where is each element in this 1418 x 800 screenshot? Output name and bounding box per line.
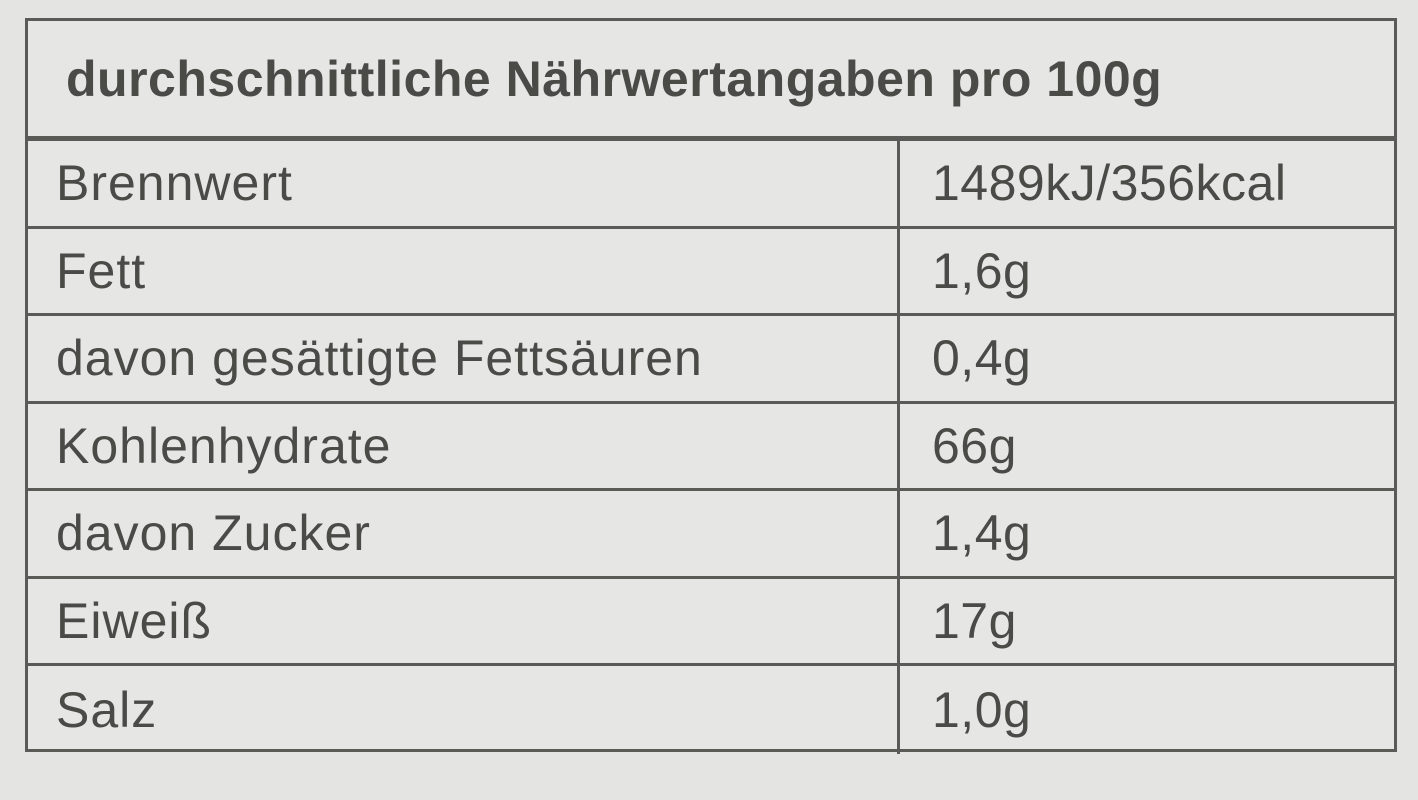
table-row: Salz 1,0g bbox=[28, 666, 1394, 754]
nutrient-value: 1,0g bbox=[932, 681, 1032, 738]
table-row: Eiweiß 17g bbox=[28, 578, 1394, 666]
nutrient-label: Fett bbox=[28, 228, 900, 313]
table-title: durchschnittliche Nährwertangaben pro 10… bbox=[28, 21, 1394, 141]
nutrient-value: 1489kJ/356kcal bbox=[932, 155, 1287, 212]
table-row: Fett 1,6g bbox=[28, 228, 1394, 316]
nutrition-table: durchschnittliche Nährwertangaben pro 10… bbox=[25, 18, 1397, 754]
nutrient-label: Brennwert bbox=[28, 141, 900, 226]
nutrient-value: 66g bbox=[932, 417, 1017, 474]
table-row: Kohlenhydrate 66g bbox=[28, 403, 1394, 491]
nutrient-label: davon gesättigte Fettsäuren bbox=[28, 316, 900, 401]
nutrient-value: 1,4g bbox=[932, 505, 1032, 562]
nutrient-label: Salz bbox=[28, 666, 900, 754]
nutrient-value: 17g bbox=[932, 592, 1017, 649]
nutrient-label: Kohlenhydrate bbox=[28, 403, 900, 488]
nutrient-label: davon Zucker bbox=[28, 491, 900, 576]
nutrient-label: Eiweiß bbox=[28, 578, 900, 663]
table-row: davon Zucker 1,4g bbox=[28, 491, 1394, 579]
nutrient-value: 0,4g bbox=[932, 330, 1032, 387]
table-row: Brennwert 1489kJ/356kcal bbox=[28, 141, 1394, 229]
table-row: davon gesättigte Fettsäuren 0,4g bbox=[28, 316, 1394, 404]
nutrient-value: 1,6g bbox=[932, 242, 1032, 299]
